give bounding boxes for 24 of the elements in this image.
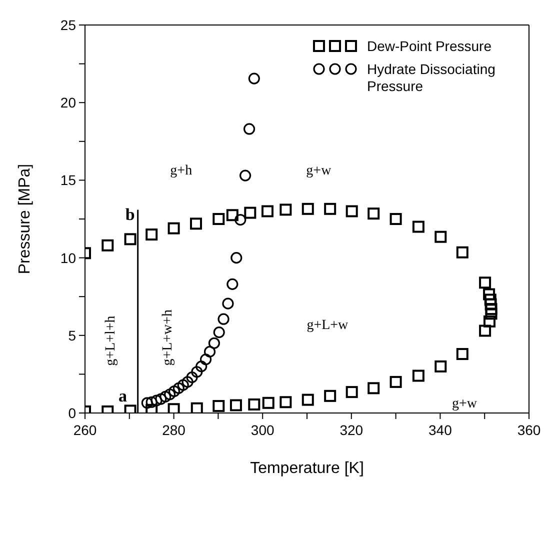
x-tick-label: 260 [73,422,97,438]
annotation: g+L+w [306,318,350,334]
x-tick-label: 300 [250,422,274,438]
y-tick-label: 0 [68,405,76,421]
annotation: g+L+w+h [160,309,176,366]
x-axis-title: Temperature [K] [250,460,364,477]
y-tick-label: 5 [68,327,76,344]
annotation: b [125,204,135,224]
x-tick-label: 340 [428,422,452,438]
y-tick-label: 20 [60,94,76,111]
y-axis-title: Pressure [MPa] [16,164,34,274]
legend-label: Hydrate Dissociating Pressure [367,61,496,95]
annotation: g+w [306,164,332,179]
legend-label: Dew-Point Pressure [367,38,492,55]
annotation: g+w [452,396,478,412]
y-tick-label: 15 [60,172,76,188]
annotation: g+h [170,164,192,179]
y-tick-label: 25 [60,17,76,33]
x-tick-label: 280 [162,422,186,438]
x-tick-label: 320 [340,422,364,438]
x-tick-label: 360 [517,422,541,438]
annotation: a [118,386,128,406]
y-tick-label: 10 [60,250,76,266]
annotation: g+L+l+h [103,316,118,366]
